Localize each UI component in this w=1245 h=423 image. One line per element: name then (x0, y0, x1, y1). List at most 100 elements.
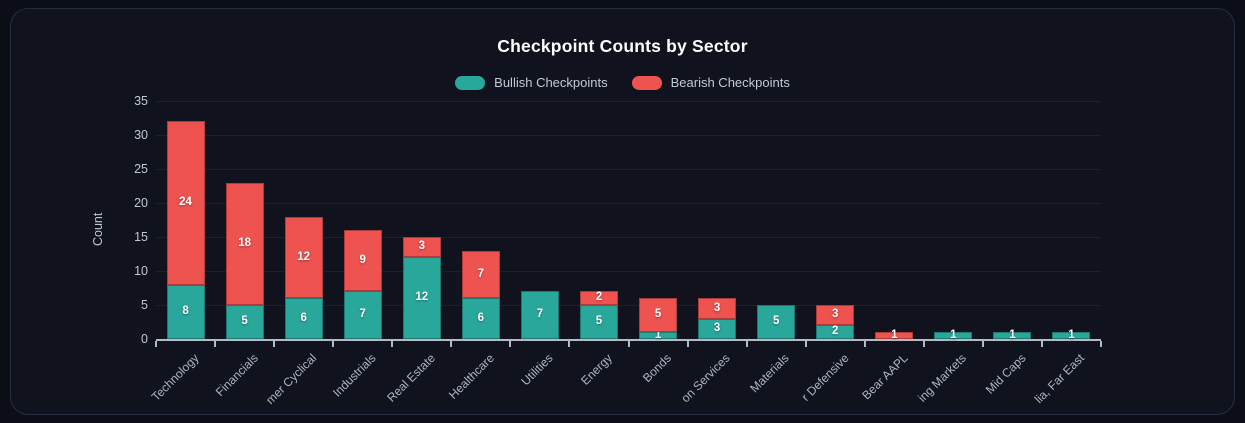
x-category-label: Utilities (518, 351, 556, 389)
bar-segment-bullish[interactable]: 7 (520, 291, 559, 339)
y-tick-label: 35 (134, 94, 148, 108)
bar-segment-bullish[interactable]: 6 (284, 298, 323, 339)
x-axis-tick (1040, 341, 1043, 347)
bar-segment-bearish[interactable]: 9 (343, 230, 382, 292)
x-axis-tick (922, 341, 925, 347)
x-axis-tick (332, 341, 335, 347)
x-axis-tick (214, 341, 217, 347)
bar-value-label: 1 (654, 328, 662, 341)
bar-value-label: 3 (832, 308, 839, 321)
bar-segment-bullish[interactable]: 8 (166, 284, 205, 339)
bar-value-label: 12 (297, 250, 311, 263)
y-tick-label: 25 (134, 162, 148, 176)
y-tick-label: 30 (134, 128, 148, 142)
bar-segment-bearish[interactable]: 3 (816, 305, 855, 326)
bar-value-label: 1 (891, 328, 898, 341)
bar-value-label: 8 (182, 305, 189, 318)
gridline (156, 271, 1101, 272)
x-category-label: Energy (578, 351, 615, 388)
bar-value-label: 3 (713, 322, 721, 335)
gridline (156, 135, 1101, 136)
gridline (156, 203, 1101, 204)
x-axis-tick (391, 341, 394, 347)
bar-value-label: 1 (1009, 328, 1016, 341)
x-axis-line (156, 339, 1101, 341)
x-axis-tick (804, 341, 807, 347)
y-axis-title: Count (91, 212, 105, 246)
bar-segment-bullish[interactable]: 1 (993, 328, 1032, 341)
x-axis-tick (155, 341, 157, 347)
y-tick-label: 15 (134, 230, 148, 244)
bar-segment-bearish[interactable]: 1 (875, 328, 914, 341)
x-category-label: Real Estate (383, 351, 438, 405)
x-axis-tick (509, 341, 512, 347)
bar-segment-bearish[interactable]: 18 (225, 182, 264, 305)
bar-segment-bearish[interactable]: 24 (166, 121, 205, 285)
legend-label-bullish: Bullish Checkpoints (494, 75, 608, 90)
x-axis-tick (686, 341, 689, 347)
x-category-label: mer Cyclical (263, 351, 320, 408)
x-category-label: Financials (212, 351, 261, 400)
bar-segment-bullish[interactable]: 7 (343, 291, 382, 339)
y-tick-label: 20 (134, 196, 148, 210)
x-axis-tick (745, 341, 748, 347)
gridline (156, 305, 1101, 306)
bar-value-label: 7 (359, 308, 366, 321)
bar-value-label: 1 (1068, 328, 1075, 341)
x-category-label: Materials (747, 351, 793, 396)
bar-value-label: 5 (595, 315, 603, 328)
bar-value-label: 6 (477, 311, 485, 324)
x-axis-tick (450, 341, 453, 347)
bar-segment-bullish[interactable]: 5 (757, 305, 796, 339)
gridline (156, 169, 1101, 170)
x-category-label: lia, Far East (1032, 351, 1088, 407)
x-axis-tick (568, 341, 571, 347)
y-tick-label: 5 (141, 298, 148, 312)
x-category-label: Industrials (330, 351, 379, 400)
x-axis-tick (1100, 341, 1102, 347)
bar-segment-bullish[interactable]: 1 (934, 328, 973, 341)
bar-segment-bearish[interactable]: 7 (461, 250, 500, 299)
bar-value-label: 5 (654, 308, 662, 321)
bar-value-label: 24 (179, 196, 192, 209)
bar-value-label: 12 (415, 291, 429, 304)
bar-segment-bullish[interactable]: 6 (461, 298, 500, 339)
gridline (156, 237, 1101, 238)
bar-segment-bullish[interactable]: 1 (639, 328, 678, 341)
bar-value-label: 2 (832, 325, 839, 338)
bar-segment-bullish[interactable]: 5 (225, 305, 264, 339)
legend-item-bullish[interactable]: Bullish Checkpoints (455, 75, 608, 90)
bar-segment-bullish[interactable]: 5 (579, 305, 618, 339)
bar-value-label: 5 (241, 315, 248, 328)
x-category-label: r Defensive (798, 351, 852, 404)
bearish-swatch-icon (631, 75, 662, 90)
x-category-label: Mid Caps (982, 351, 1029, 397)
x-axis-tick (627, 341, 630, 347)
bar-segment-bullish[interactable]: 3 (698, 318, 737, 339)
bar-value-label: 6 (300, 311, 307, 324)
x-category-label: Bear AAPL (858, 351, 911, 403)
bar-segment-bullish[interactable]: 12 (402, 257, 441, 339)
bar-segment-bearish[interactable]: 3 (402, 237, 441, 258)
legend-item-bearish[interactable]: Bearish Checkpoints (631, 75, 790, 90)
bar-segment-bearish[interactable]: 3 (698, 298, 737, 319)
legend-label-bearish: Bearish Checkpoints (670, 75, 790, 90)
bar-value-label: 7 (536, 308, 544, 321)
bar-value-label: 9 (359, 254, 366, 267)
bullish-swatch-icon (455, 75, 486, 90)
bar-segment-bullish[interactable]: 2 (816, 325, 855, 339)
x-axis-tick (981, 341, 984, 347)
bar-segment-bullish[interactable]: 1 (1052, 328, 1091, 341)
x-category-label: Bonds (639, 351, 674, 385)
gridline (156, 101, 1101, 102)
bar-segment-bearish[interactable]: 12 (284, 216, 323, 299)
bar-value-label: 7 (477, 267, 485, 280)
bar-value-label: 5 (772, 315, 780, 328)
bar-segment-bearish[interactable]: 2 (579, 291, 618, 305)
legend: Bullish Checkpoints Bearish Checkpoints (11, 75, 1234, 90)
x-category-label: ing Markets (915, 351, 970, 405)
bar-segment-bearish[interactable]: 5 (639, 298, 678, 333)
bar-value-label: 2 (595, 291, 603, 304)
x-axis-tick (273, 341, 276, 347)
bar-value-label: 1 (950, 328, 957, 341)
